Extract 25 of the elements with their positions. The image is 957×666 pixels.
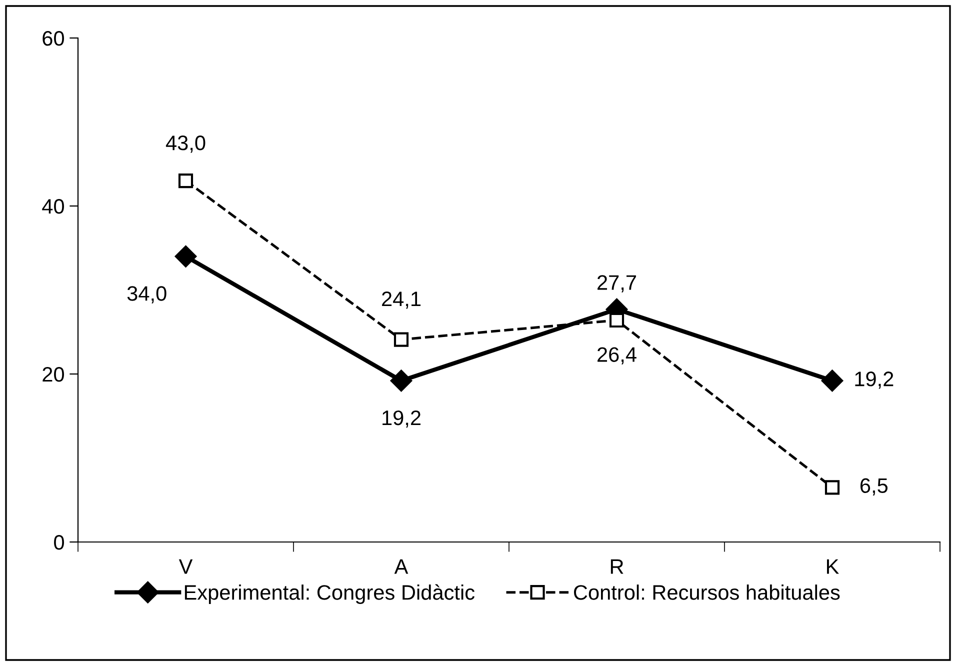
y-tick-label: 40 <box>42 199 64 214</box>
x-tick-label: K <box>827 559 839 574</box>
data-label: 24,1 <box>382 292 421 309</box>
data-label: 43,0 <box>166 136 206 153</box>
data-label: 34,0 <box>127 286 166 304</box>
x-tick-label: R <box>610 559 624 574</box>
point <box>394 332 409 347</box>
x-tick-label: V <box>178 559 193 574</box>
point <box>824 480 840 495</box>
point <box>821 370 844 392</box>
x-tick-label: A <box>394 559 408 574</box>
data-label: 6,5 <box>860 478 888 496</box>
point <box>609 312 624 328</box>
legend-label: Experimental: Congres Didàctic <box>184 584 474 604</box>
y-tick-label: 0 <box>54 535 64 550</box>
legend-label: Control: Recursos habituales <box>574 584 840 600</box>
point <box>390 370 412 392</box>
point <box>178 174 194 188</box>
data-label: 19,2 <box>855 372 894 389</box>
data-label: 27,7 <box>598 275 636 292</box>
point <box>174 246 197 268</box>
data-label: 19,2 <box>382 410 420 428</box>
y-tick-label: 20 <box>42 367 64 382</box>
data-label: 26,4 <box>598 347 636 364</box>
y-tick-label: 60 <box>42 31 64 46</box>
